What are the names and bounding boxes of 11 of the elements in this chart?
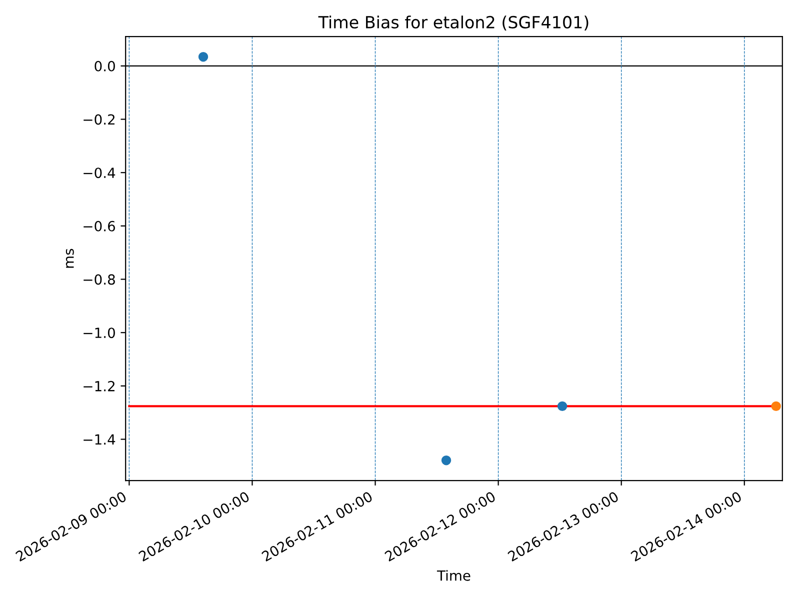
y-tick-label: −0.6 bbox=[84, 220, 116, 232]
y-axis-title: ms bbox=[66, 248, 74, 268]
y-tick-label: −0.4 bbox=[84, 168, 116, 178]
y-tick-label: 0.0 bbox=[94, 60, 115, 72]
y-tick-label: −1.2 bbox=[84, 380, 114, 392]
chart-title: Time Bias for etalon2 (SGF4101) bbox=[318, 16, 588, 30]
x-axis-title: Time bbox=[436, 570, 470, 581]
y-tick-label: −1.0 bbox=[84, 328, 115, 338]
y-tick-label: −0.2 bbox=[84, 114, 114, 125]
y-tick-label: −1.4 bbox=[84, 434, 116, 445]
y-tick-label: −0.8 bbox=[84, 274, 115, 285]
